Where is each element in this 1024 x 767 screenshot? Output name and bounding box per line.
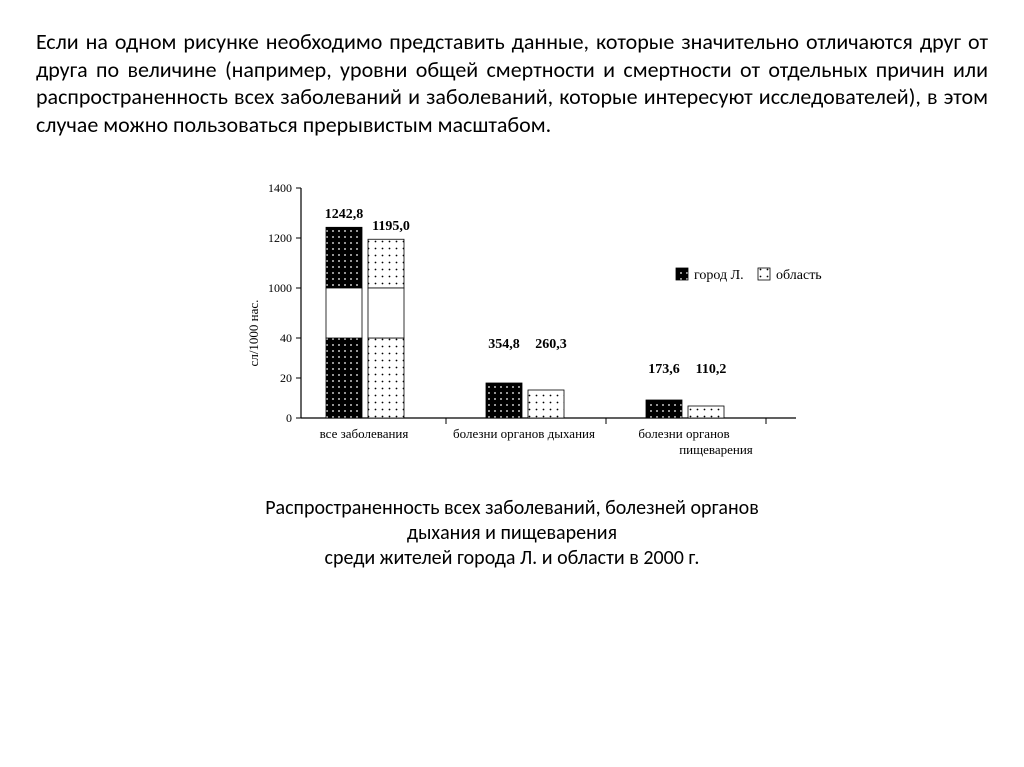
bar-0-city-lower: [326, 338, 362, 418]
ytick-40: 40: [280, 331, 292, 345]
ytick-0: 0: [286, 411, 292, 425]
bar-group-1: 354,8 260,3: [486, 337, 567, 418]
bar-0-region-value: 1195,0: [372, 219, 410, 234]
chart-container: 0 20 40 1000 1200 1400 сл/1000 нас.: [246, 168, 866, 468]
legend-label-city: город Л.: [694, 268, 744, 283]
ytick-1400: 1400: [268, 181, 292, 195]
bar-1-city-value: 354,8: [488, 337, 520, 352]
bar-2-city-value: 173,6: [648, 362, 680, 377]
bar-1-city: [486, 383, 522, 418]
bar-group-0: 1242,8 1195,0: [325, 207, 410, 418]
caption-line-3: среди жителей города Л. и области в 2000…: [36, 546, 988, 571]
bar-0-city-gap: [326, 288, 362, 338]
bar-2-region: [688, 406, 724, 418]
bar-0-city-upper: [326, 227, 362, 288]
cat-label-1: болезни органов дыхания: [453, 426, 595, 441]
bar-1-region: [528, 390, 564, 418]
bar-2-city: [646, 400, 682, 418]
ytick-1200: 1200: [268, 231, 292, 245]
broken-axis-bar-chart: 0 20 40 1000 1200 1400 сл/1000 нас.: [246, 168, 866, 468]
bar-0-region-lower: [368, 338, 404, 418]
ytick-20: 20: [280, 371, 292, 385]
chart-caption: Распространенность всех заболеваний, бол…: [36, 496, 988, 571]
cat-label-2a: болезни органов: [638, 426, 729, 441]
cat-label-2b: пищеварения: [679, 442, 753, 457]
y-axis-label: сл/1000 нас.: [246, 300, 261, 367]
bar-1-region-value: 260,3: [535, 337, 567, 352]
bar-0-region-upper: [368, 239, 404, 288]
legend-label-region: область: [776, 268, 822, 283]
bar-group-2: 173,6 110,2: [646, 362, 726, 418]
intro-paragraph: Если на одном рисунке необходимо предста…: [36, 28, 988, 138]
legend-swatch-city: [676, 268, 688, 280]
y-ticks-lower: 0 20 40: [280, 331, 301, 425]
legend-swatch-region: [758, 268, 770, 280]
y-ticks-upper: 1000 1200 1400: [268, 181, 301, 295]
bar-2-region-value: 110,2: [696, 362, 727, 377]
bar-0-region-gap: [368, 288, 404, 338]
bar-0-city-value: 1242,8: [325, 207, 364, 222]
cat-label-0: все заболевания: [320, 426, 409, 441]
legend: город Л. область: [676, 268, 822, 283]
ytick-1000: 1000: [268, 281, 292, 295]
caption-line-2: дыхания и пищеварения: [36, 521, 988, 546]
caption-line-1: Распространенность всех заболеваний, бол…: [36, 496, 988, 521]
